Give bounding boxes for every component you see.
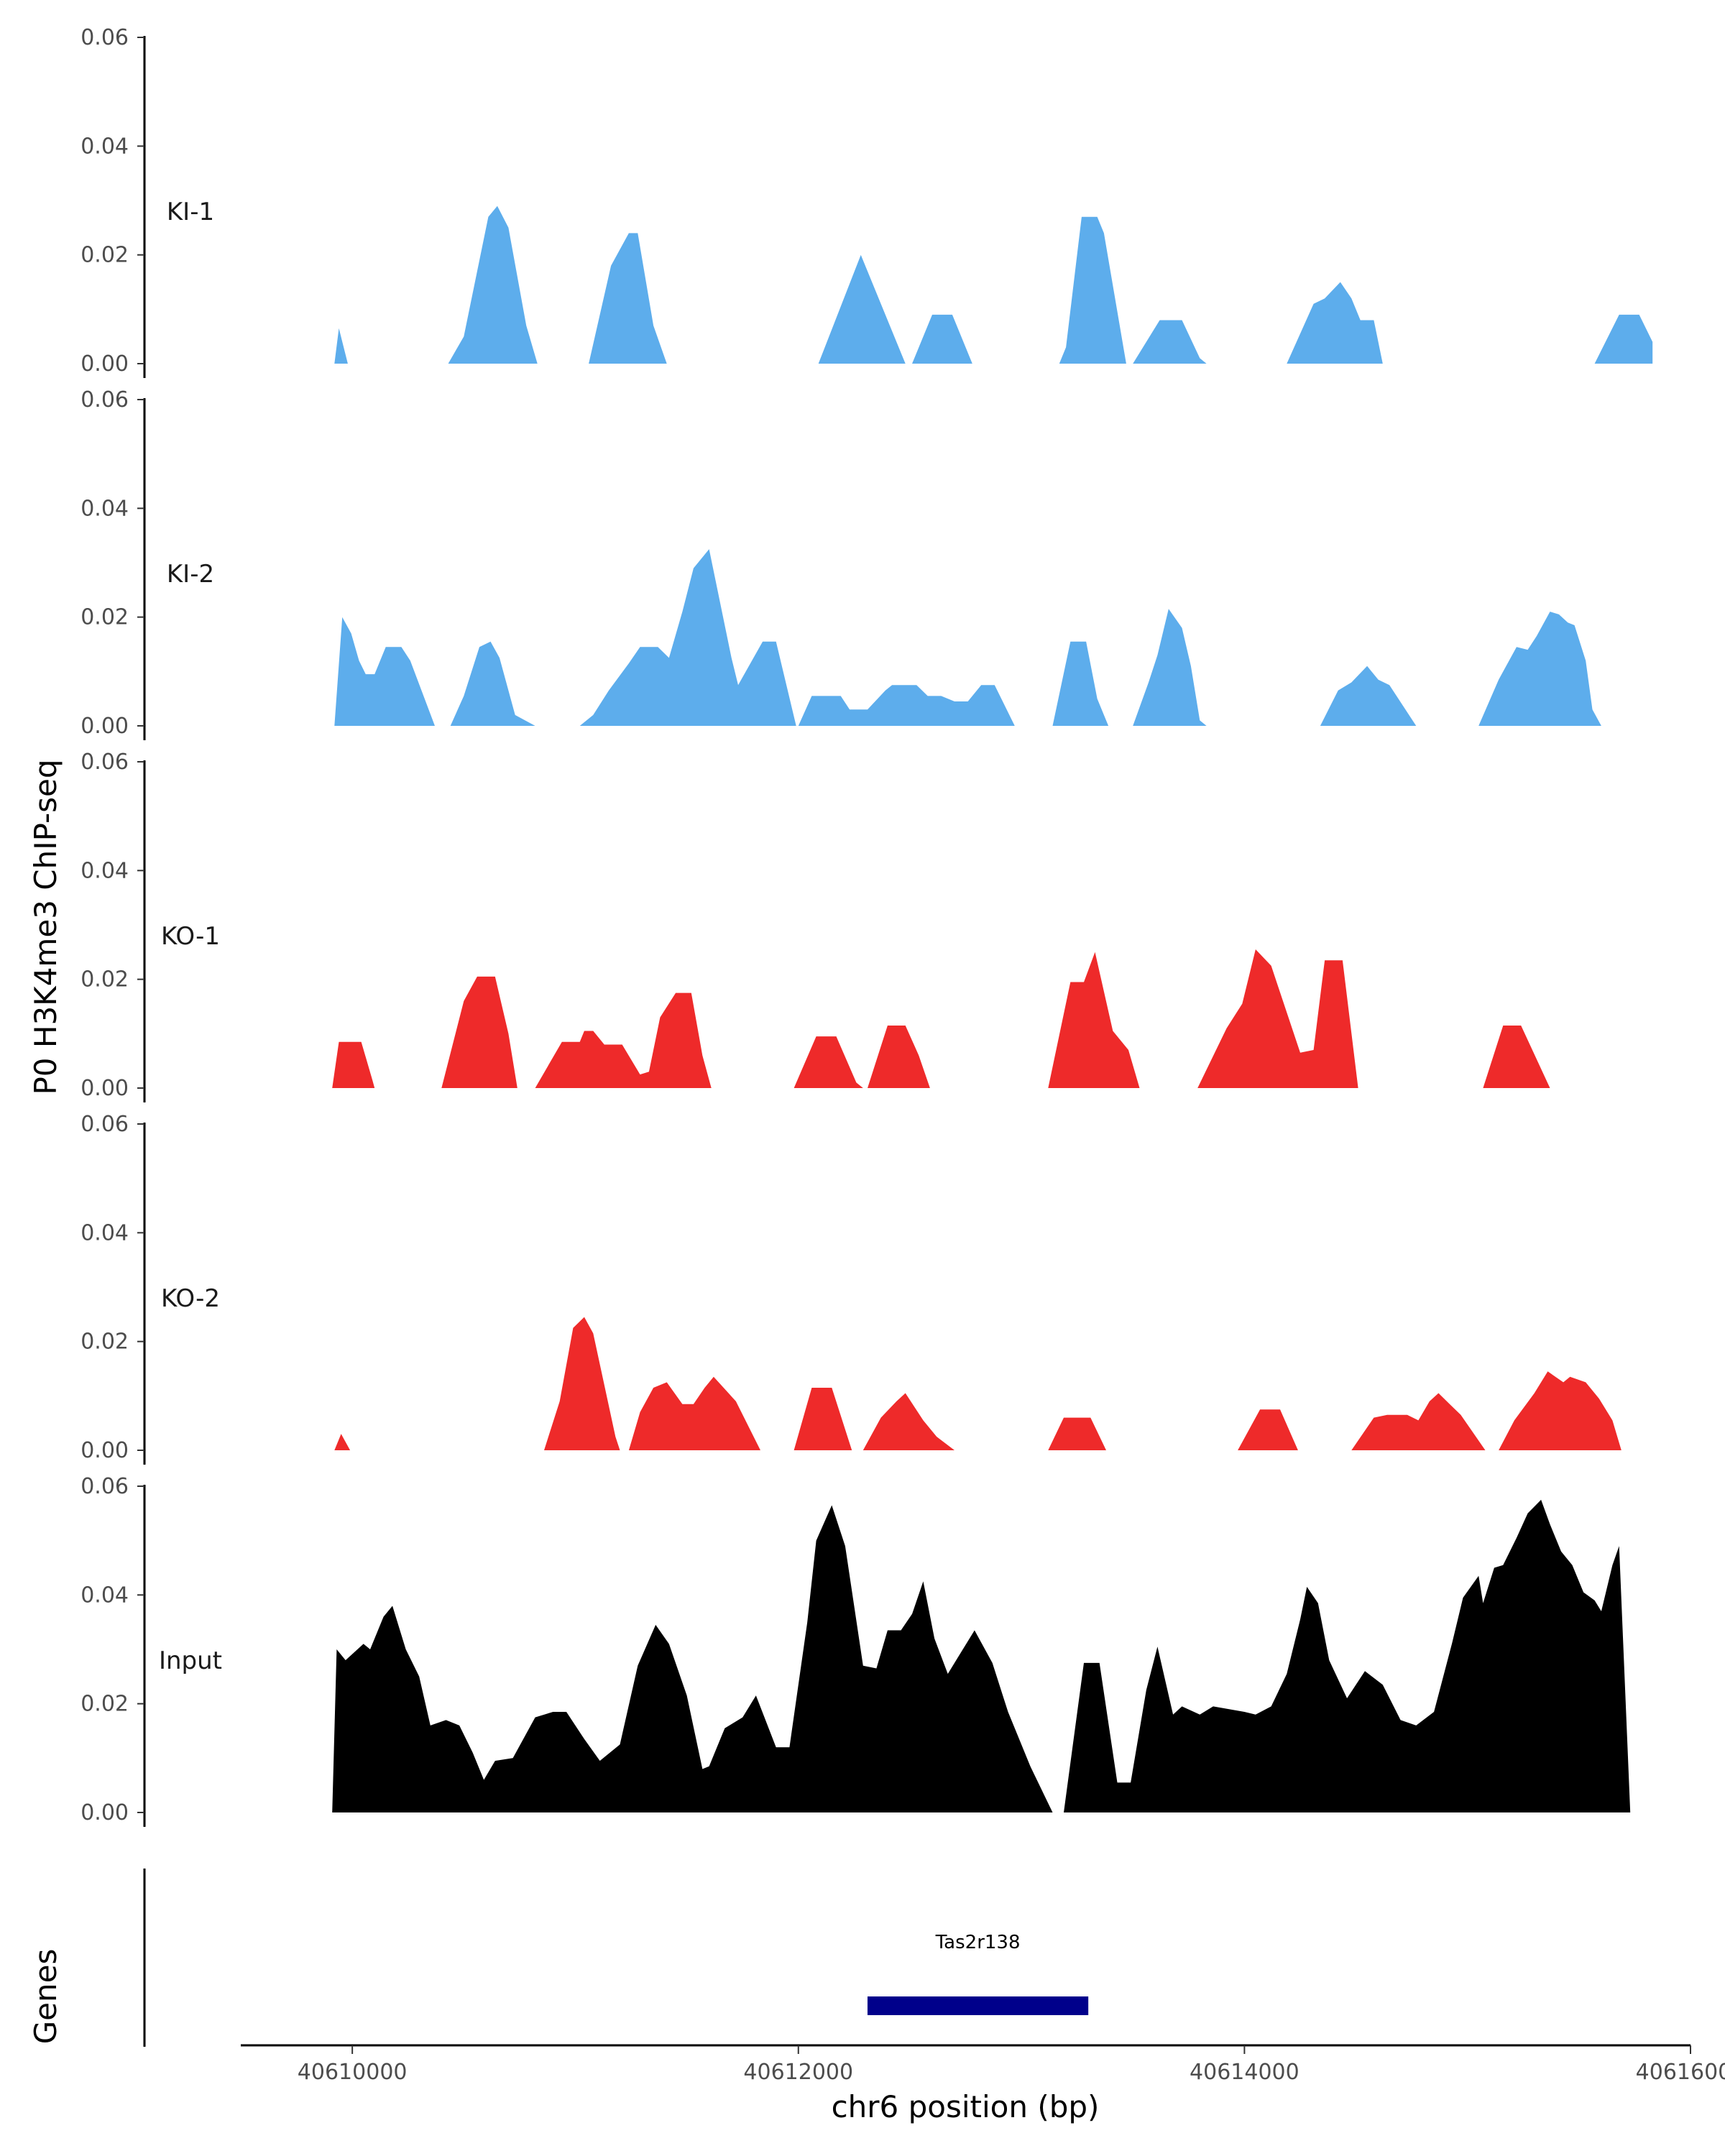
panel-ki-2: 0.00 0.02 0.04 0.06 KI-2	[80, 387, 1601, 740]
signal-area-ko-2	[334, 1317, 1622, 1450]
signal-area-ki-2	[334, 549, 1601, 726]
y-tick-label-ki-2: 0.06	[80, 387, 129, 413]
y-tick-label-ko-1: 0.00	[80, 1076, 129, 1101]
panel-input: 0.00 0.02 0.04 0.06 Input	[80, 1474, 1631, 1827]
panel-ki-1: 0.00 0.02 0.04 0.06 KI-1	[80, 25, 1653, 378]
y-tick-label-ki-1: 0.04	[80, 134, 129, 159]
y-tick-label-ko-2: 0.06	[80, 1112, 129, 1137]
gene-label-tas2r138: Tas2r138	[935, 1932, 1021, 1953]
panel-ko-1: 0.00 0.02 0.04 0.06 KO-1	[80, 750, 1550, 1102]
y-tick-label-input: 0.00	[80, 1800, 129, 1825]
x-tick-label: 40614000	[1190, 2060, 1300, 2085]
x-tick-label: 40616000	[1636, 2060, 1725, 2085]
track-label-ko-1: KO-1	[161, 922, 220, 951]
y-tick-label-ko-2: 0.00	[80, 1438, 129, 1463]
y-tick-label-ko-2: 0.02	[80, 1330, 129, 1355]
x-tick-label: 40610000	[298, 2060, 408, 2085]
y-tick-label-ko-1: 0.04	[80, 858, 129, 883]
y-tick-label-ki-1: 0.06	[80, 25, 129, 50]
gene-bar-tas2r138	[867, 1996, 1089, 2015]
signal-tracks: 0.00 0.02 0.04 0.06 KI-1 0.00 0.02 0.04 0.06 KI-2…	[80, 25, 1653, 1827]
gene-track-title: Genes	[28, 1949, 63, 2045]
x-axis-title: chr6 position (bp)	[832, 2089, 1100, 2124]
track-label-ko-2: KO-2	[161, 1284, 220, 1313]
x-axis: 40610000 40612000 40614000 40616000	[241, 2044, 1725, 2085]
y-tick-label-ki-1: 0.02	[80, 243, 129, 268]
signal-area-ko-1	[332, 949, 1550, 1088]
x-tick-label: 40612000	[743, 2060, 853, 2085]
signal-area-ki-1	[334, 206, 1653, 364]
y-tick-label-ko-1: 0.06	[80, 750, 129, 775]
y-tick-label-input: 0.02	[80, 1692, 129, 1717]
y-tick-label-ko-1: 0.02	[80, 967, 129, 992]
signal-area-input	[332, 1499, 1631, 1812]
y-tick-label-ki-1: 0.00	[80, 351, 129, 377]
track-label-ki-2: KI-2	[167, 560, 214, 589]
track-label-ki-1: KI-1	[167, 198, 214, 226]
y-tick-label-input: 0.04	[80, 1583, 129, 1608]
gene-track-panel: Tas2r138	[143, 1869, 1089, 2047]
panel-ko-2: 0.00 0.02 0.04 0.06 KO-2	[80, 1112, 1622, 1465]
y-tick-label-ki-2: 0.02	[80, 605, 129, 630]
y-tick-label-input: 0.06	[80, 1474, 129, 1499]
y-tick-label-ki-2: 0.04	[80, 496, 129, 521]
track-label-input: Input	[159, 1646, 222, 1675]
y-tick-label-ki-2: 0.00	[80, 714, 129, 739]
y-tick-label-ko-2: 0.04	[80, 1220, 129, 1245]
y-axis-title: P0 H3K4me3 ChIP-seq	[28, 759, 63, 1095]
